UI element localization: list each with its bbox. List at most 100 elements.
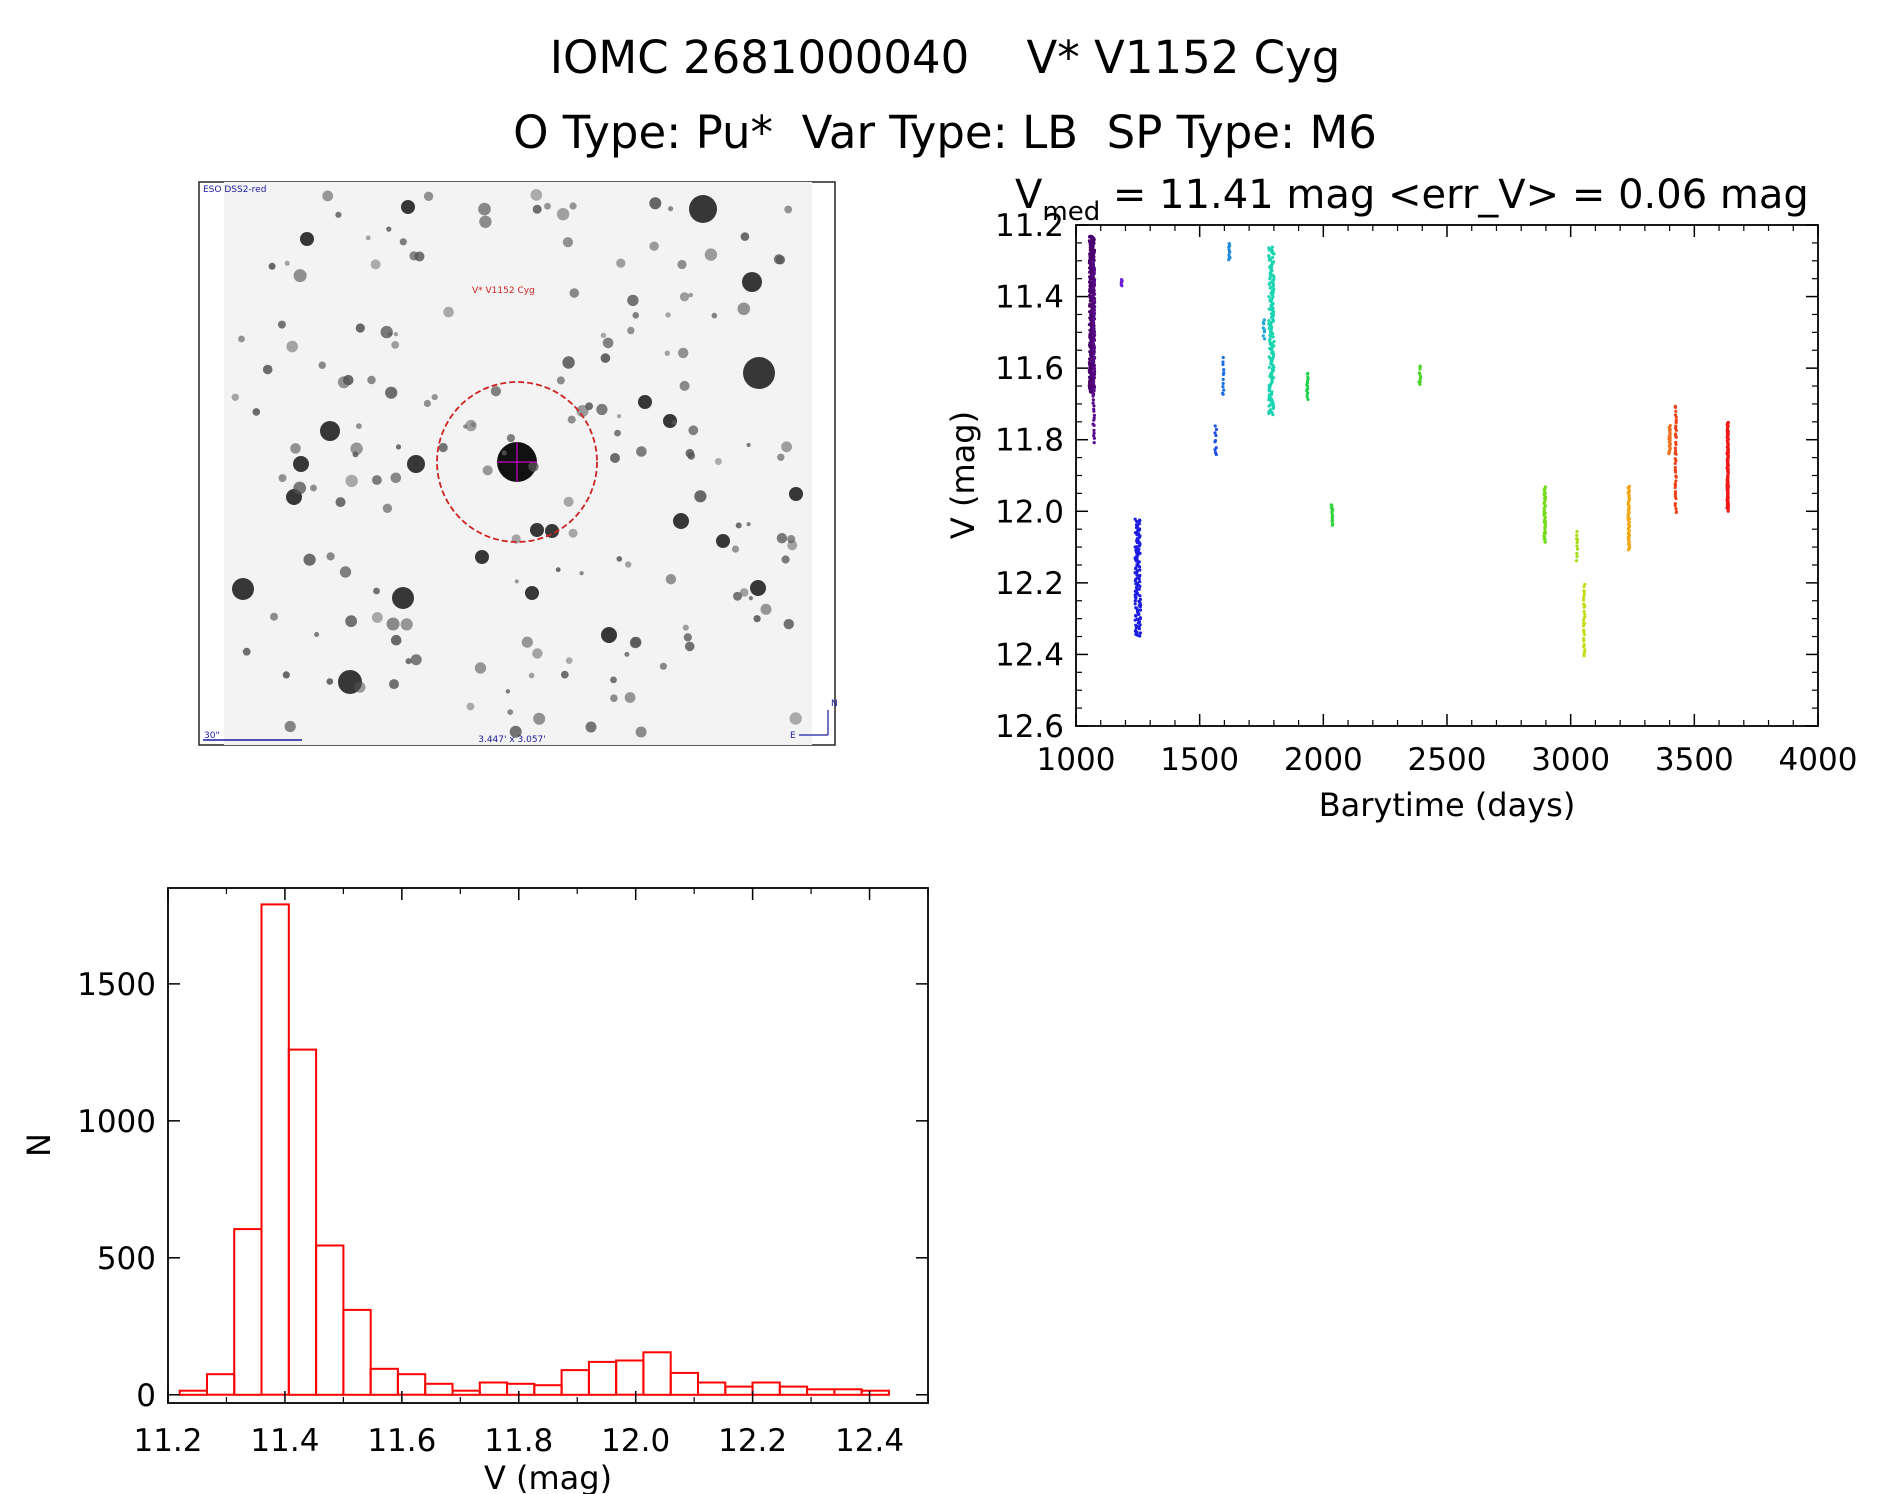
lightcurve-group xyxy=(1417,364,1423,386)
y-tick-label: 11.6 xyxy=(995,351,1064,387)
histogram-bar xyxy=(506,1382,536,1396)
histogram-ticks: 11.2 11.4 11.6 11.8 12.0 12.2 12.4 0 500 1000 1500 xyxy=(77,888,929,1459)
y-tick-label: 0 xyxy=(136,1378,156,1414)
star xyxy=(410,654,422,666)
histogram-bar xyxy=(206,1373,236,1396)
star xyxy=(262,364,273,375)
data-point xyxy=(1092,328,1096,332)
lightcurve-group xyxy=(1227,242,1232,262)
data-point xyxy=(1268,277,1272,281)
data-point xyxy=(1091,370,1095,375)
star xyxy=(463,424,468,429)
x-tick-label: 12.0 xyxy=(601,1423,670,1459)
data-point xyxy=(1092,379,1096,384)
data-point xyxy=(1581,624,1586,628)
data-point xyxy=(1135,533,1139,537)
data-point xyxy=(1575,555,1579,559)
histogram-ylabel: N xyxy=(20,1133,58,1157)
y-tick-label: 12.6 xyxy=(995,709,1064,745)
data-point xyxy=(1092,314,1096,318)
star xyxy=(562,237,574,248)
data-point xyxy=(1574,559,1579,563)
data-point xyxy=(1575,547,1580,551)
star xyxy=(385,386,398,399)
data-point xyxy=(1091,348,1095,352)
data-point xyxy=(1667,452,1671,456)
y-tick-label: 11.2 xyxy=(995,208,1064,244)
star xyxy=(560,670,569,679)
star xyxy=(326,552,335,561)
star xyxy=(683,633,692,642)
data-point xyxy=(1267,282,1271,286)
star xyxy=(532,204,542,214)
star xyxy=(386,617,400,631)
data-point xyxy=(1583,615,1587,619)
star xyxy=(664,350,670,356)
star xyxy=(610,453,620,463)
star xyxy=(277,320,286,329)
data-point xyxy=(1542,501,1546,505)
north-label: N xyxy=(831,699,838,709)
data-point xyxy=(1267,258,1272,262)
star xyxy=(335,211,342,218)
histogram-bar xyxy=(751,1381,781,1396)
lightcurve-group xyxy=(1133,517,1143,638)
data-point xyxy=(1575,537,1580,542)
data-point xyxy=(1091,382,1095,386)
lightcurve-group xyxy=(1261,318,1267,341)
data-point xyxy=(1137,627,1141,631)
star xyxy=(393,332,398,337)
star xyxy=(753,615,761,623)
star xyxy=(278,474,287,483)
star xyxy=(556,376,565,385)
data-point xyxy=(1673,470,1678,474)
data-point xyxy=(1138,631,1142,635)
fov-label: 3.447' x 3.057' xyxy=(478,735,546,745)
data-point xyxy=(1674,510,1678,514)
data-point xyxy=(1674,479,1678,483)
data-point xyxy=(1092,311,1097,315)
data-point xyxy=(1087,386,1092,390)
data-point xyxy=(1271,255,1275,260)
star xyxy=(789,487,803,501)
star xyxy=(405,658,412,665)
data-point xyxy=(1674,428,1678,432)
data-point xyxy=(1582,639,1586,643)
star xyxy=(231,393,239,401)
data-point xyxy=(1091,359,1095,363)
data-point xyxy=(1227,245,1231,249)
star xyxy=(530,189,543,201)
star xyxy=(563,496,574,507)
star xyxy=(293,481,307,495)
star xyxy=(760,603,772,615)
data-point xyxy=(1267,254,1271,258)
data-point xyxy=(1582,584,1586,589)
data-point xyxy=(1582,595,1586,599)
star xyxy=(322,190,334,202)
star xyxy=(345,474,358,488)
y-tick-label: 12.2 xyxy=(995,566,1064,602)
lightcurve-group xyxy=(1305,371,1310,401)
data-point xyxy=(1092,304,1096,308)
data-point xyxy=(1575,551,1579,556)
star xyxy=(466,702,475,711)
data-point xyxy=(1138,565,1142,569)
data-point xyxy=(1134,559,1138,563)
star xyxy=(784,205,793,214)
data-point xyxy=(1092,436,1096,440)
star xyxy=(616,556,623,562)
star xyxy=(382,503,393,513)
data-point xyxy=(1305,388,1309,393)
star xyxy=(627,294,639,307)
star xyxy=(532,648,543,659)
data-point xyxy=(1270,245,1274,249)
data-point xyxy=(1674,475,1678,479)
star xyxy=(505,689,511,694)
data-point xyxy=(1091,342,1096,346)
star xyxy=(373,587,380,595)
star xyxy=(300,232,314,246)
star xyxy=(731,545,740,553)
stat-subscript: med xyxy=(1042,197,1100,227)
data-point xyxy=(1674,507,1678,511)
